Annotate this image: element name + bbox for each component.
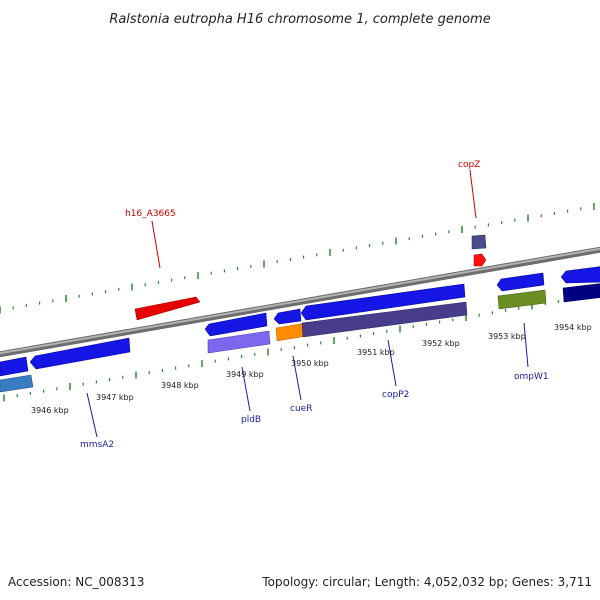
gene-label-ompW1[interactable]: ompW1 bbox=[514, 372, 549, 382]
gene-label-copP2[interactable]: copP2 bbox=[382, 390, 409, 400]
topology-stats-text: Topology: circular; Length: 4,052,032 bp… bbox=[261, 575, 592, 589]
gene-copZ-arrow[interactable] bbox=[473, 253, 487, 267]
gene-right-edge-box[interactable] bbox=[562, 283, 600, 303]
leader-cueR bbox=[292, 355, 302, 401]
leader-pldB bbox=[241, 366, 251, 412]
scale-label: 3953 kbp bbox=[488, 332, 526, 341]
scale-label: 3948 kbp bbox=[161, 381, 199, 390]
gene-features bbox=[0, 234, 600, 393]
gene-label-cueR[interactable]: cueR bbox=[290, 404, 312, 414]
scale-label: 3946 kbp bbox=[31, 406, 69, 415]
leader-mmsA2 bbox=[86, 392, 98, 438]
leader-h16-A3665 bbox=[151, 220, 161, 269]
gene-edge-forward-arrow[interactable] bbox=[560, 266, 600, 284]
leader-ompW1 bbox=[523, 322, 529, 368]
scale-label: 3950 kbp bbox=[291, 359, 329, 368]
gene-ompW1-forward-arrow[interactable] bbox=[496, 272, 545, 292]
tick-row-outer bbox=[0, 203, 595, 314]
accession-text: Accession: NC_008313 bbox=[8, 575, 144, 589]
gene-label-pldB[interactable]: pldB bbox=[241, 415, 261, 425]
gene-pldB-box[interactable] bbox=[207, 330, 271, 354]
leader-lines bbox=[86, 169, 529, 438]
gene-labels: h16_A3665 copZ mmsA2 pldB cueR copP2 omp… bbox=[80, 160, 549, 450]
map-title: Ralstonia eutropha H16 chromosome 1, com… bbox=[109, 12, 490, 27]
scale-labels: 3946 kbp 3947 kbp 3948 kbp 3949 kbp 3950… bbox=[31, 323, 592, 415]
tick-row-inner bbox=[3, 291, 599, 402]
genome-backbone-highlight bbox=[0, 247, 600, 355]
scale-label: 3951 kbp bbox=[357, 348, 395, 357]
gene-forward-box[interactable] bbox=[471, 234, 487, 250]
leader-copP2 bbox=[387, 339, 397, 387]
gene-mmsA2-arrow[interactable] bbox=[29, 337, 131, 370]
gene-left-edge-arrow[interactable] bbox=[0, 356, 29, 377]
gene-left-edge-box[interactable] bbox=[0, 374, 34, 393]
gene-label-mmsA2[interactable]: mmsA2 bbox=[80, 440, 114, 450]
gene-label-h16-A3665[interactable]: h16_A3665 bbox=[125, 209, 176, 219]
gene-copP2-forward-arrow[interactable] bbox=[300, 283, 466, 321]
gene-ompW1-box[interactable] bbox=[497, 289, 547, 310]
scale-label: 3949 kbp bbox=[226, 370, 264, 379]
leader-copZ bbox=[469, 169, 477, 219]
gene-pldB-arrow[interactable] bbox=[204, 312, 268, 337]
scale-label: 3947 kbp bbox=[96, 393, 134, 402]
gene-cueR-arrow[interactable] bbox=[273, 308, 302, 325]
scale-label: 3954 kbp bbox=[554, 323, 592, 332]
scale-label: 3952 kbp bbox=[422, 339, 460, 348]
gene-label-copZ[interactable]: copZ bbox=[458, 160, 480, 170]
gene-copP2-box[interactable] bbox=[301, 301, 468, 338]
gene-h16-A3665-arrow[interactable] bbox=[134, 296, 201, 321]
